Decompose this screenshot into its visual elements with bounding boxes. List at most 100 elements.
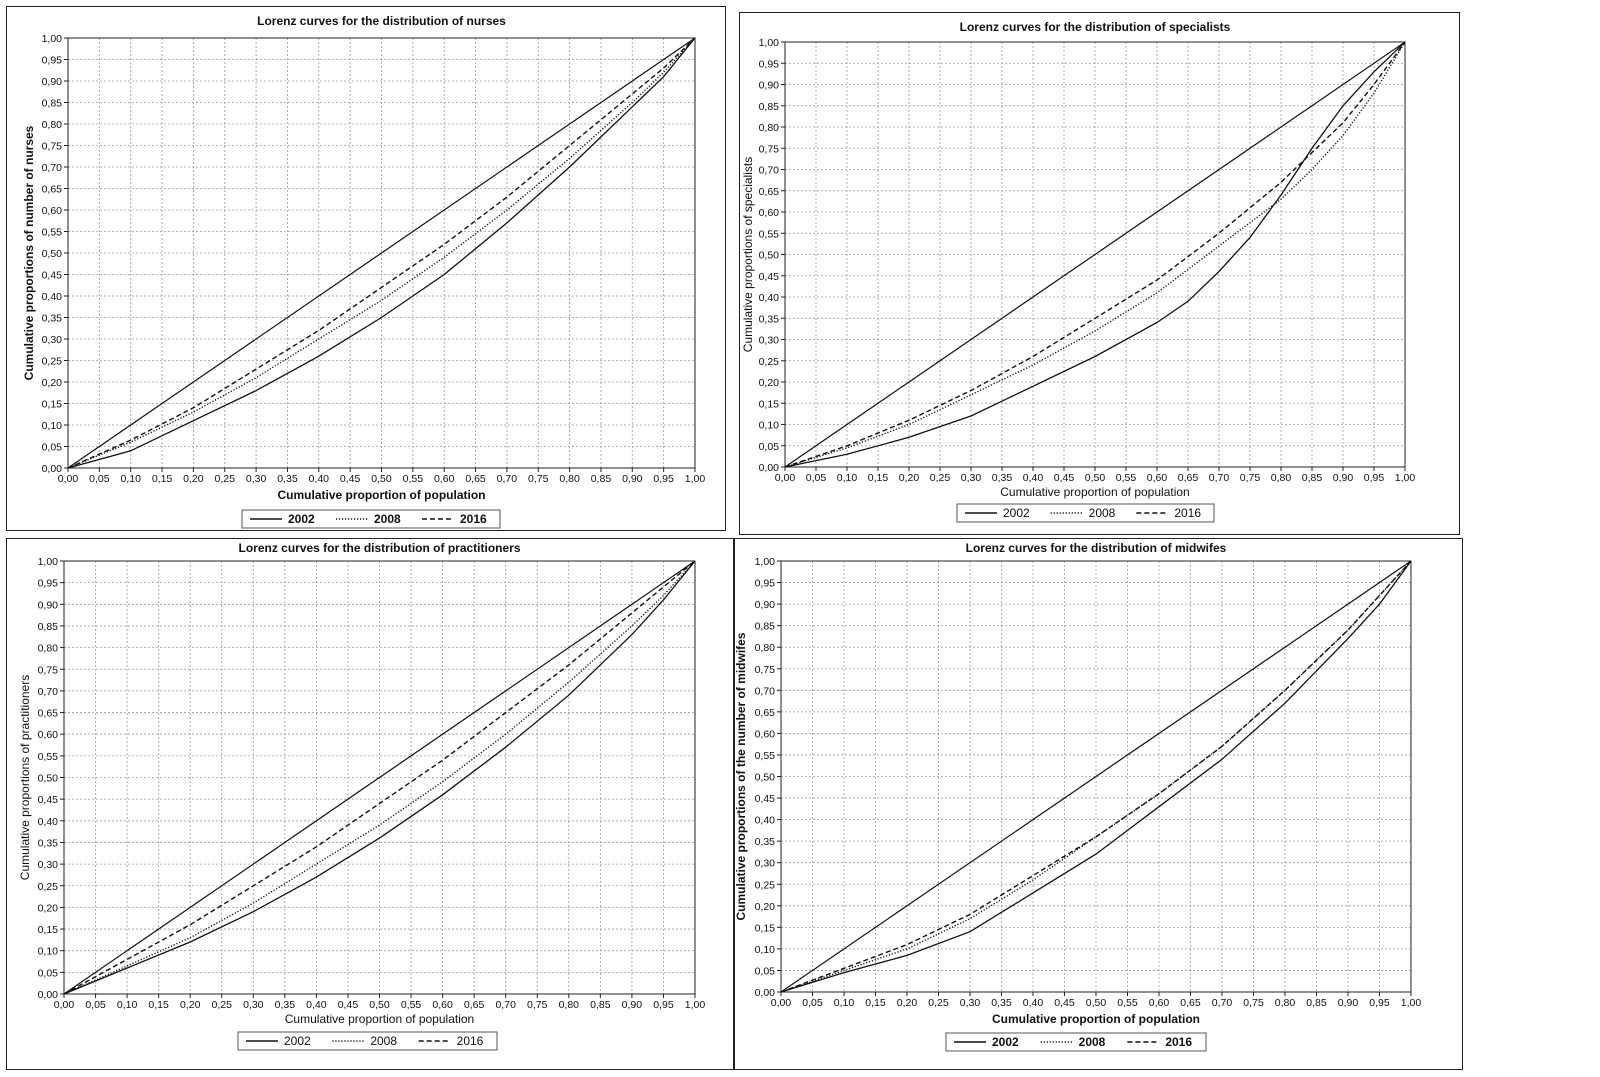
y-axis-label: Cumulative proportions of specialists (741, 157, 755, 352)
y-tick-label: 0,80 (38, 643, 59, 655)
y-tick-label: 0,65 (38, 708, 59, 720)
y-tick-label: 0,90 (759, 80, 780, 92)
y-tick-label: 1,00 (38, 556, 59, 568)
y-tick-label: 0,40 (755, 815, 776, 827)
legend-label-2008: 2008 (374, 512, 401, 526)
x-tick-label: 0,60 (432, 999, 453, 1011)
x-tick-label: 0,20 (180, 999, 201, 1011)
legend-label-2016: 2016 (460, 512, 487, 526)
y-tick-label: 0,85 (759, 101, 780, 113)
y-tick-label: 0,00 (759, 462, 780, 474)
y-tick-label: 1,00 (759, 37, 780, 49)
y-tick-label: 0,10 (42, 420, 63, 432)
legend-label-2008: 2008 (1089, 506, 1116, 520)
y-tick-label: 0,05 (38, 967, 59, 979)
y-tick-label: 0,60 (759, 207, 780, 219)
x-tick-label: 1,00 (1401, 997, 1422, 1009)
legend-label-2016: 2016 (457, 1034, 484, 1048)
equality-line (780, 560, 1412, 993)
y-tick-label: 0,25 (38, 881, 59, 893)
x-tick-label: 0,85 (591, 473, 612, 485)
x-tick-label: 0,05 (806, 472, 827, 484)
y-tick-label: 0,15 (755, 922, 776, 934)
x-tick-label: 0,25 (215, 473, 236, 485)
y-tick-label: 0,35 (755, 836, 776, 848)
x-tick-label: 0,95 (1364, 472, 1385, 484)
x-tick-label: 0,65 (1180, 997, 1201, 1009)
y-tick-label: 0,50 (42, 248, 63, 260)
y-tick-label: 0,45 (38, 794, 59, 806)
x-tick-label: 0,30 (960, 997, 981, 1009)
series-line-2008 (63, 560, 696, 995)
y-tick-label: 0,20 (38, 902, 59, 914)
y-tick-label: 0,95 (38, 578, 59, 590)
y-axis-label: Cumulative proportions of practitioners (18, 675, 32, 880)
chart-title: Lorenz curves for the distribution of pr… (238, 541, 520, 555)
y-tick-label: 0,25 (755, 879, 776, 891)
x-tick-label: 0,55 (1116, 472, 1137, 484)
y-tick-label: 0,00 (38, 989, 59, 1001)
y-tick-label: 0,50 (38, 773, 59, 785)
y-tick-label: 0,45 (755, 793, 776, 805)
x-tick-label: 0,40 (306, 999, 327, 1011)
legend: 2002 2008 2016 (237, 1031, 498, 1051)
legend-label-2016: 2016 (1174, 506, 1201, 520)
x-tick-label: 0,60 (1149, 997, 1170, 1009)
x-tick-label: 0,95 (653, 999, 674, 1011)
x-tick-label: 0,70 (495, 999, 516, 1011)
y-tick-label: 0,25 (42, 356, 63, 368)
grid (781, 561, 1411, 992)
x-tick-label: 0,35 (275, 999, 296, 1011)
legend-label-2016: 2016 (1165, 1035, 1192, 1049)
chart-practitioners: Lorenz curves for the distribution of pr… (18, 541, 705, 1051)
x-tick-label: 0,50 (369, 999, 390, 1011)
x-tick-label: 1,00 (1395, 472, 1416, 484)
chart-specialists: Lorenz curves for the distribution of sp… (741, 20, 1416, 523)
y-tick-label: 0,55 (42, 227, 63, 239)
y-tick-label: 0,20 (755, 901, 776, 913)
x-tick-label: 0,55 (403, 473, 424, 485)
x-tick-label: 0,80 (1275, 997, 1296, 1009)
x-tick-label: 0,35 (991, 997, 1012, 1009)
x-tick-label: 0,45 (340, 473, 361, 485)
y-tick-label: 0,80 (42, 119, 63, 131)
legend-box (241, 509, 501, 529)
y-tick-label: 0,85 (42, 98, 63, 110)
x-tick-label: 0,05 (85, 999, 106, 1011)
series-line-2016 (784, 41, 1406, 468)
x-tick-label: 0,80 (559, 473, 580, 485)
y-tick-label: 0,15 (42, 399, 63, 411)
x-tick-label: 0,15 (868, 472, 889, 484)
y-tick-label: 0,90 (42, 76, 63, 88)
x-tick-label: 0,60 (1147, 472, 1168, 484)
legend-box (956, 503, 1215, 523)
x-tick-label: 0,80 (559, 999, 580, 1011)
chart-panel-specialists: Lorenz curves for the distribution of sp… (739, 12, 1460, 535)
x-tick-label: 0,55 (1117, 997, 1138, 1009)
x-tick-label: 0,40 (309, 473, 330, 485)
series-line-2016 (63, 560, 696, 995)
legend-label-2002: 2002 (288, 512, 315, 526)
chart-panel-practitioners: Lorenz curves for the distribution of pr… (6, 538, 734, 1070)
chart-title: Lorenz curves for the distribution of sp… (960, 20, 1231, 34)
y-tick-label: 0,70 (755, 685, 776, 697)
legend: 2002 2008 2016 (241, 509, 501, 529)
y-tick-label: 0,75 (759, 143, 780, 155)
x-tick-label: 0,05 (89, 473, 110, 485)
legend: 2002 2008 2016 (956, 503, 1215, 523)
x-axis-label: Cumulative proportion of population (1000, 485, 1189, 499)
x-tick-label: 0,35 (277, 473, 298, 485)
y-axis-label: Cumulative proportions of the number of … (735, 632, 748, 920)
y-tick-label: 0,45 (42, 270, 63, 282)
x-tick-label: 0,15 (148, 999, 169, 1011)
grid (64, 561, 695, 994)
x-tick-label: 0,40 (1023, 472, 1044, 484)
x-tick-label: 0,60 (434, 473, 455, 485)
legend-box (945, 1032, 1207, 1052)
x-axis-label: Cumulative proportion of population (278, 488, 486, 502)
chart-panel-midwifes: Lorenz curves for the distribution of mi… (734, 538, 1463, 1070)
y-tick-label: 0,35 (759, 313, 780, 325)
x-tick-label: 0,90 (1338, 997, 1359, 1009)
x-tick-label: 0,75 (527, 999, 548, 1011)
y-tick-label: 0,15 (759, 398, 780, 410)
